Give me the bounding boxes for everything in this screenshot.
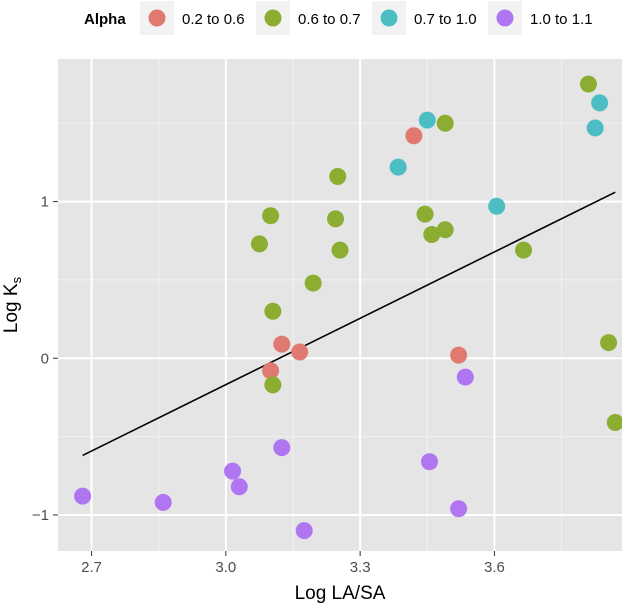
x-tick-label: 3.0 [215,559,236,576]
y-axis-title-main: Log K [1,283,22,333]
data-point-series-4 [450,500,468,518]
y-axis-title-subscript: s [9,276,24,283]
data-point-series-4 [74,487,92,505]
data-point-series-1 [273,335,291,353]
legend-item: 1.0 to 1.1 [488,1,593,35]
legend-items: 0.2 to 0.6 0.6 to 0.7 0.7 to 1.0 1.0 to 1.1 [140,1,593,35]
legend-label: 1.0 to 1.1 [530,11,593,28]
grid-major [58,59,622,551]
data-point-series-1 [405,127,423,145]
data-point-series-4 [456,368,474,386]
x-axis-title: Log LA/SA [295,583,386,603]
y-axis: −1 0 1 [32,194,58,524]
data-point-series-2 [329,168,347,186]
legend-label: 0.2 to 0.6 [182,11,245,28]
legend-marker [380,9,398,27]
legend-label: 0.6 to 0.7 [298,11,361,28]
data-point-series-2 [436,221,454,239]
data-point-series-2 [579,75,597,93]
data-point-series-3 [389,158,407,176]
data-point-series-2 [515,241,533,259]
legend-label: 0.7 to 1.0 [414,11,477,28]
data-point-series-4 [230,478,248,496]
legend-marker [496,9,514,27]
data-point-series-1 [291,343,309,361]
legend-marker [264,9,282,27]
data-point-series-2 [262,207,280,225]
data-point-series-4 [295,522,313,540]
data-point-series-3 [591,94,609,112]
y-tick-label: 1 [41,194,49,211]
data-point-series-4 [273,439,291,457]
data-point-series-3 [488,197,506,215]
data-point-series-1 [262,362,280,380]
data-point-series-2 [436,114,454,132]
data-point-series-2 [423,225,441,243]
data-point-series-4 [154,493,172,511]
legend-item: 0.2 to 0.6 [140,1,245,35]
y-tick-label: 0 [41,350,49,367]
legend-item: 0.7 to 1.0 [372,1,477,35]
data-point-series-2 [304,274,322,292]
data-point-series-2 [606,414,622,432]
data-point-series-2 [327,210,345,228]
plot-panel [58,59,622,551]
data-point-series-2 [331,241,349,259]
data-point-series-1 [450,346,468,364]
data-point-series-3 [586,119,604,137]
legend-marker [148,9,166,27]
data-point-series-2 [264,302,282,320]
legend: Alpha 0.2 to 0.6 0.6 to 0.7 0.7 to 1.0 1.0 … [84,1,593,35]
x-tick-label: 3.6 [484,559,505,576]
x-tick-label: 2.7 [81,559,102,576]
data-point-series-2 [600,334,618,352]
data-point-series-3 [418,111,436,129]
y-axis-title: Log Ks [1,276,24,333]
y-tick-label: −1 [32,507,49,524]
data-point-series-2 [264,376,282,394]
data-points [74,75,622,540]
x-axis: 2.7 3.0 3.3 3.6 [81,551,505,576]
legend-title: Alpha [84,11,126,28]
legend-item: 0.6 to 0.7 [256,1,361,35]
data-point-series-4 [421,453,439,471]
regression-line [82,191,616,457]
data-point-series-2 [250,235,268,253]
data-point-series-4 [224,462,242,480]
data-point-series-2 [416,205,434,223]
x-tick-label: 3.3 [350,559,371,576]
